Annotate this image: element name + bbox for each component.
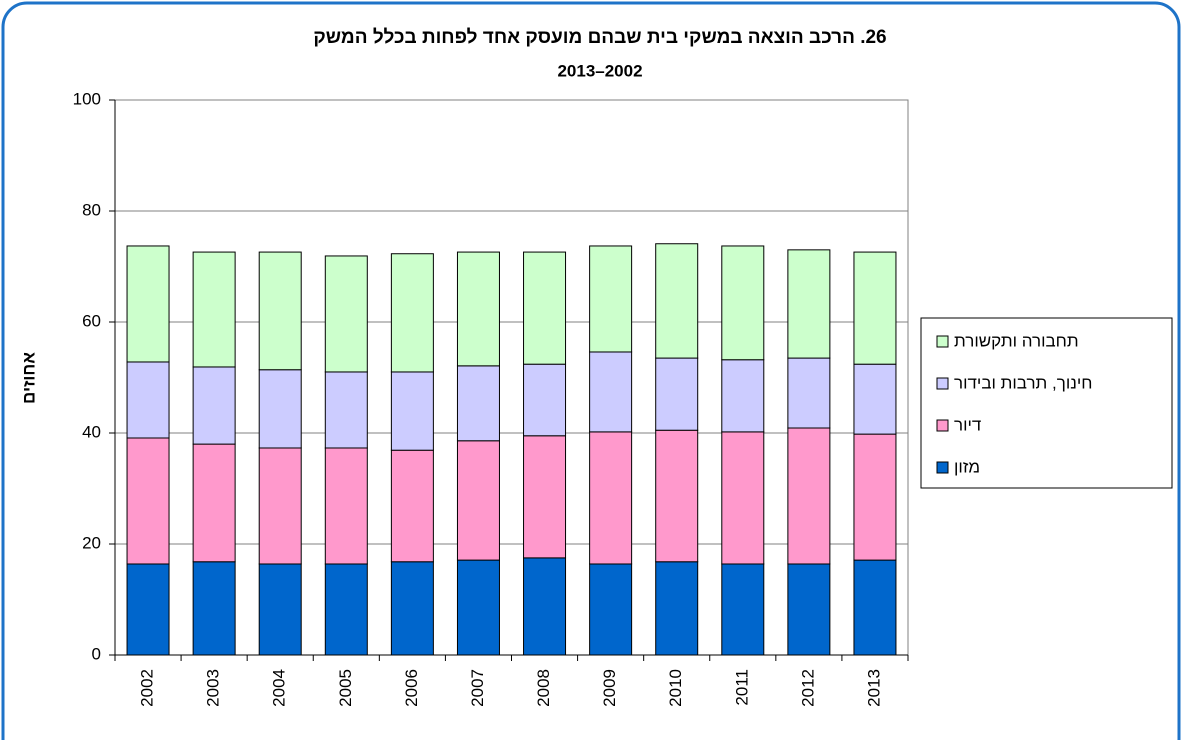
y-tick-label: 60 xyxy=(82,311,101,330)
bar-segment xyxy=(523,557,567,656)
bar-segment xyxy=(126,437,170,565)
y-tick-label: 40 xyxy=(82,422,101,441)
bar-segment xyxy=(456,440,500,561)
bar-segment xyxy=(258,563,302,656)
bar-segment xyxy=(787,357,831,429)
bar-segment xyxy=(324,255,368,373)
bar-segment xyxy=(853,363,897,435)
legend-swatch xyxy=(936,461,949,474)
y-tick-label: 20 xyxy=(82,533,101,552)
x-tick-label: 2002 xyxy=(138,669,157,707)
legend xyxy=(920,317,1173,489)
legend-label: דיור xyxy=(954,415,981,434)
bar-segment xyxy=(390,371,434,451)
x-tick-label: 2007 xyxy=(468,669,487,707)
bar-segment xyxy=(589,245,633,353)
bar-segment xyxy=(787,427,831,565)
bar-segment xyxy=(390,253,434,373)
bar-segment xyxy=(324,371,368,449)
x-tick-label: 2012 xyxy=(798,669,817,707)
bar-segment xyxy=(258,369,302,449)
bar-segment xyxy=(126,563,170,656)
x-tick-label: 2009 xyxy=(600,669,619,707)
bar-segment xyxy=(192,561,236,656)
bar-segment xyxy=(126,361,170,439)
bar-segment xyxy=(192,366,236,445)
bar-segment xyxy=(523,251,567,365)
x-tick-label: 2003 xyxy=(204,669,223,707)
x-tick-label: 2005 xyxy=(336,669,355,707)
bar-segment xyxy=(523,435,567,559)
bar-segment xyxy=(390,561,434,656)
bar-segment xyxy=(787,563,831,656)
legend-swatch xyxy=(936,335,949,348)
chart-title: 26. הרכב הוצאה במשקי בית שבהם מועסק אחד … xyxy=(313,27,886,48)
bar-segment xyxy=(456,365,500,442)
x-tick-label: 2008 xyxy=(534,669,553,707)
bar-segment xyxy=(589,563,633,656)
bar-segment xyxy=(324,447,368,565)
bar-segment xyxy=(192,443,236,563)
bar-segment xyxy=(192,251,236,368)
bar-segment xyxy=(655,561,699,656)
legend-label: תחבורה ותקשורת xyxy=(954,331,1079,350)
bar-segment xyxy=(853,251,897,365)
bar-segment xyxy=(126,245,170,363)
bar-segment xyxy=(721,359,765,433)
legend-label: חינוך, תרבות ובידור xyxy=(954,373,1092,392)
bar-segment xyxy=(721,563,765,656)
y-tick-label: 80 xyxy=(82,200,101,219)
x-tick-label: 2004 xyxy=(270,669,289,707)
x-tick-label: 2011 xyxy=(732,669,751,706)
bar-segment xyxy=(390,449,434,563)
chart-subtitle: 2013–2002 xyxy=(557,61,642,80)
y-tick-label: 100 xyxy=(73,89,101,108)
legend-label: מזון xyxy=(954,457,980,476)
y-axis-label: אחוזים xyxy=(19,352,38,404)
bar-segment xyxy=(456,251,500,367)
legend-swatch xyxy=(936,377,949,390)
bar-segment xyxy=(853,433,897,561)
bar-segment xyxy=(589,351,633,433)
legend-swatch xyxy=(936,419,949,432)
x-tick-label: 2013 xyxy=(864,669,883,707)
bar-segment xyxy=(456,559,500,656)
bar-segment xyxy=(655,357,699,431)
bar-segment xyxy=(853,559,897,656)
bar-segment xyxy=(721,245,765,361)
y-tick-label: 0 xyxy=(92,644,101,663)
bar-segment xyxy=(655,243,699,359)
bar-segment xyxy=(258,447,302,565)
bar-segment xyxy=(721,431,765,565)
bar-segment xyxy=(589,431,633,565)
bar-segment xyxy=(258,251,302,371)
bar-segment xyxy=(787,249,831,359)
bar-segment xyxy=(655,429,699,563)
bar-segment xyxy=(324,563,368,656)
x-tick-label: 2010 xyxy=(666,669,685,707)
x-tick-label: 2006 xyxy=(402,669,421,707)
bar-segment xyxy=(523,363,567,437)
